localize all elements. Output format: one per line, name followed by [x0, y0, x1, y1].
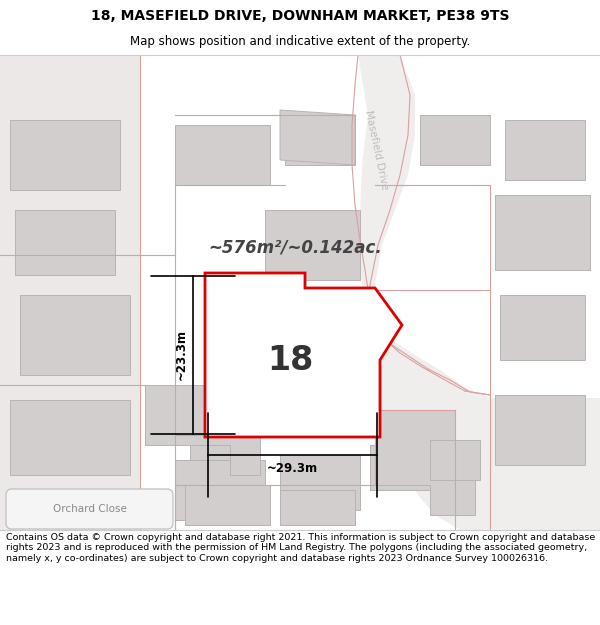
Bar: [190, 425, 245, 470]
Bar: [250, 360, 320, 415]
Bar: [15, 210, 115, 275]
Polygon shape: [280, 110, 355, 165]
Text: ~29.3m: ~29.3m: [267, 462, 318, 476]
Bar: [420, 115, 490, 165]
Polygon shape: [375, 410, 475, 515]
Bar: [20, 295, 130, 375]
Bar: [495, 395, 585, 465]
Polygon shape: [145, 385, 260, 475]
Bar: [10, 400, 130, 475]
Bar: [430, 440, 480, 480]
Bar: [175, 125, 270, 185]
Bar: [185, 485, 270, 525]
Text: Contains OS data © Crown copyright and database right 2021. This information is : Contains OS data © Crown copyright and d…: [6, 533, 595, 562]
Bar: [175, 460, 265, 520]
Text: ~576m²/~0.142ac.: ~576m²/~0.142ac.: [208, 239, 382, 257]
Bar: [505, 120, 585, 180]
Bar: [500, 295, 585, 360]
Text: Map shows position and indicative extent of the property.: Map shows position and indicative extent…: [130, 35, 470, 48]
Bar: [265, 210, 360, 280]
Bar: [280, 455, 360, 510]
Bar: [285, 115, 355, 165]
Bar: [495, 195, 590, 270]
Text: Orchard Close: Orchard Close: [53, 504, 127, 514]
FancyBboxPatch shape: [6, 489, 173, 529]
Bar: [370, 445, 430, 490]
Polygon shape: [205, 273, 402, 437]
Text: 18: 18: [267, 344, 313, 376]
Text: ~23.3m: ~23.3m: [175, 329, 187, 381]
Polygon shape: [0, 55, 140, 530]
Text: 18, MASEFIELD DRIVE, DOWNHAM MARKET, PE38 9TS: 18, MASEFIELD DRIVE, DOWNHAM MARKET, PE3…: [91, 9, 509, 24]
Text: Masefield Drive: Masefield Drive: [362, 109, 389, 191]
Bar: [280, 490, 355, 525]
Bar: [10, 120, 120, 190]
Polygon shape: [358, 55, 600, 530]
